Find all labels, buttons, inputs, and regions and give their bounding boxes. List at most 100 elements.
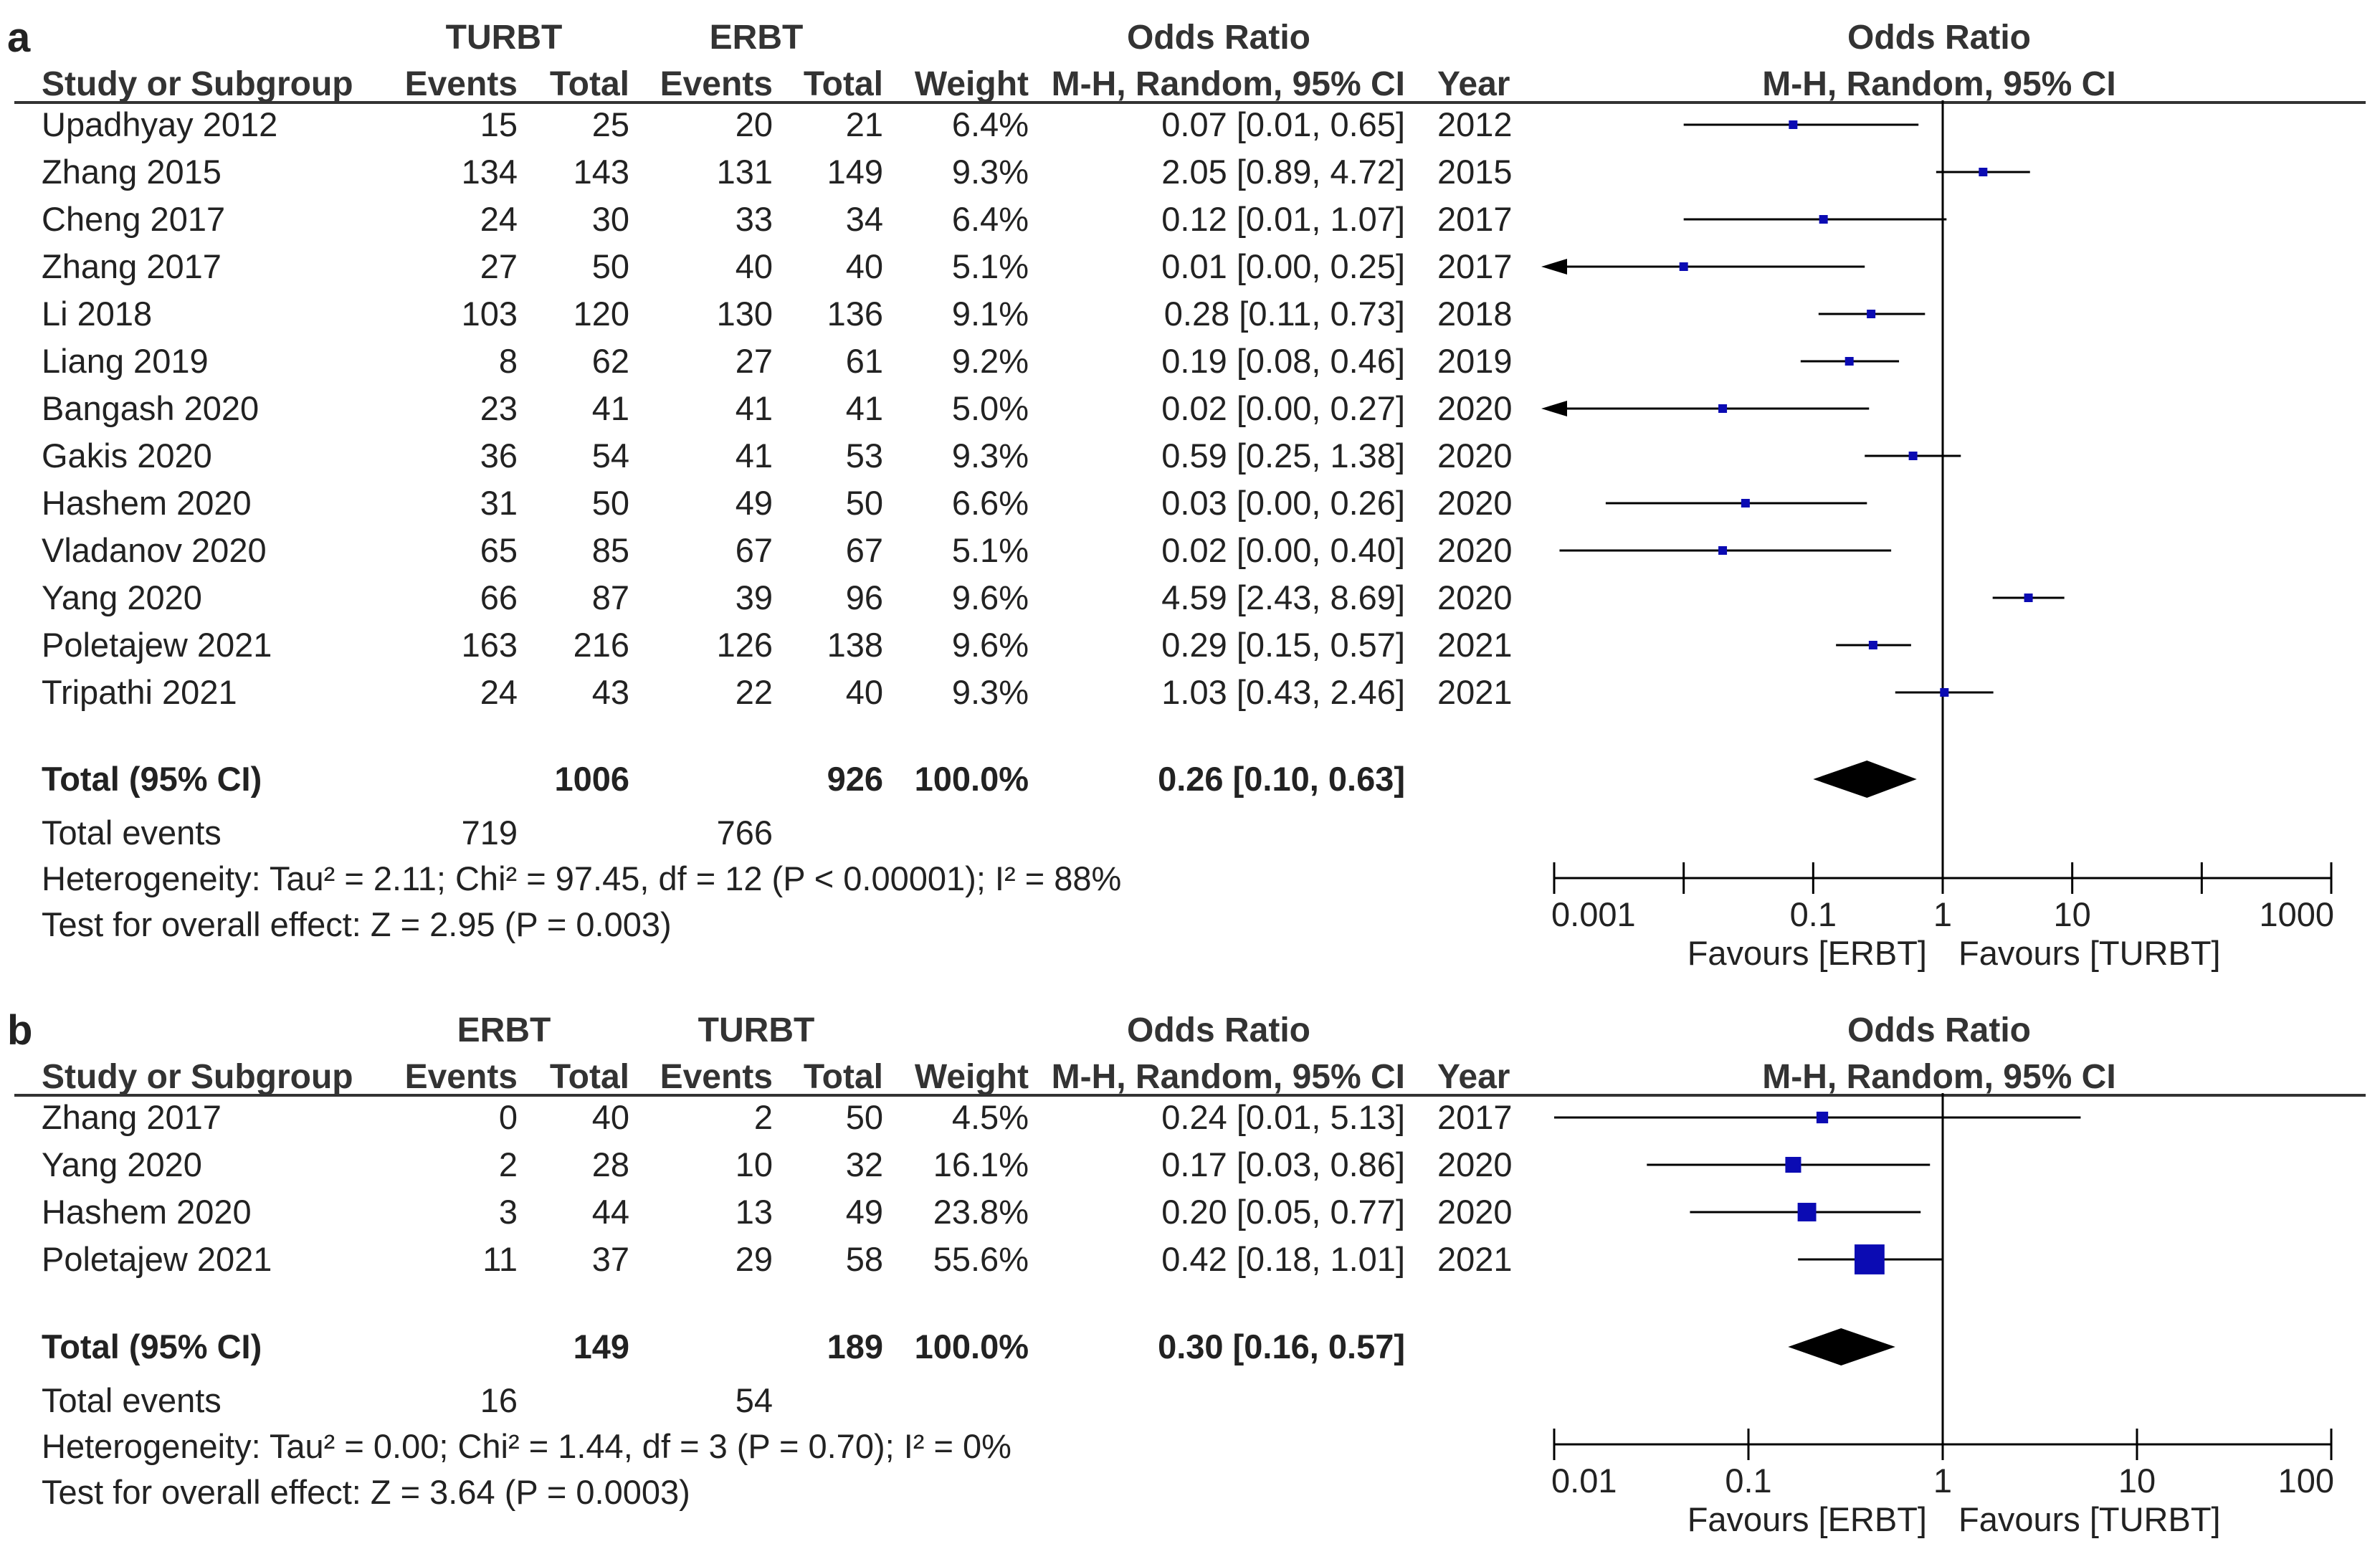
total-cell: 41 xyxy=(846,389,883,427)
column-header: Weight xyxy=(915,1058,1029,1096)
total-cell: 149 xyxy=(573,1328,629,1365)
ci-cell: 0.29 [0.15, 0.57] xyxy=(1161,626,1405,664)
group-header: ERBT xyxy=(710,19,804,57)
total-cell: 216 xyxy=(573,626,629,664)
total-cell: 136 xyxy=(827,295,883,333)
column-header: Weight xyxy=(915,65,1029,103)
study-name: Poletajew 2021 xyxy=(42,1240,272,1278)
study-name: Zhang 2017 xyxy=(42,247,222,285)
weight-cell: 9.1% xyxy=(952,295,1029,333)
study-marker xyxy=(1789,120,1798,129)
panel-label: b xyxy=(7,1007,32,1054)
ci-arrow xyxy=(1541,401,1567,416)
study-name: Bangash 2020 xyxy=(42,389,259,427)
ci-cell: 0.20 [0.05, 0.77] xyxy=(1161,1193,1405,1231)
column-header: Events xyxy=(405,1058,518,1096)
total-cell: 30 xyxy=(592,200,629,238)
weight-cell: 9.6% xyxy=(952,578,1029,616)
events-cell: 33 xyxy=(736,200,773,238)
group-header: ERBT xyxy=(457,1011,551,1049)
weight-cell: 4.5% xyxy=(952,1098,1029,1136)
total-cell: 120 xyxy=(573,295,629,333)
events-cell: 13 xyxy=(736,1193,773,1231)
study-marker xyxy=(1679,262,1688,271)
total-cell: 58 xyxy=(846,1240,883,1278)
year-cell: 2018 xyxy=(1437,295,1513,333)
events-cell: 2 xyxy=(754,1098,773,1136)
year-cell: 2019 xyxy=(1437,342,1513,380)
total-weight: 100.0% xyxy=(915,1328,1029,1365)
column-header: Total xyxy=(804,65,883,103)
study-name: Hashem 2020 xyxy=(42,1193,252,1231)
total-ci: 0.26 [0.10, 0.63] xyxy=(1158,760,1405,798)
weight-cell: 5.1% xyxy=(952,247,1029,285)
weight-cell: 9.3% xyxy=(952,437,1029,475)
total-cell: 25 xyxy=(592,105,629,143)
column-header: M-H, Random, 95% CI xyxy=(1762,1058,2115,1096)
total-cell: 50 xyxy=(846,1098,883,1136)
year-cell: 2020 xyxy=(1437,437,1513,475)
total-cell: 54 xyxy=(592,437,629,475)
study-name: Cheng 2017 xyxy=(42,200,225,238)
favours-left-label: Favours [ERBT] xyxy=(1688,1500,1927,1538)
study-marker xyxy=(2024,594,2033,602)
study-name: Vladanov 2020 xyxy=(42,531,267,569)
events-cell: 10 xyxy=(736,1145,773,1183)
weight-cell: 23.8% xyxy=(933,1193,1029,1231)
total-cell: 61 xyxy=(846,342,883,380)
total-cell: 40 xyxy=(846,673,883,711)
total-cell: 21 xyxy=(846,105,883,143)
total-events-label: Total events xyxy=(42,1381,222,1419)
events-cell: 103 xyxy=(462,295,518,333)
ci-cell: 0.59 [0.25, 1.38] xyxy=(1161,437,1405,475)
study-name: Liang 2019 xyxy=(42,342,209,380)
total-ci: 0.30 [0.16, 0.57] xyxy=(1158,1328,1405,1365)
total-cell: 85 xyxy=(592,531,629,569)
events-cell: 24 xyxy=(480,200,518,238)
total-cell: 50 xyxy=(592,247,629,285)
heterogeneity-text: Heterogeneity: Tau² = 0.00; Chi² = 1.44,… xyxy=(42,1427,1012,1465)
total-cell: 40 xyxy=(846,247,883,285)
study-name: Gakis 2020 xyxy=(42,437,212,475)
weight-cell: 6.6% xyxy=(952,484,1029,522)
study-name: Poletajew 2021 xyxy=(42,626,272,664)
favours-right-label: Favours [TURBT] xyxy=(1958,934,2221,972)
events-cell: 41 xyxy=(736,389,773,427)
ci-cell: 2.05 [0.89, 4.72] xyxy=(1161,153,1405,191)
study-marker xyxy=(1718,546,1728,555)
plot-title: Odds Ratio xyxy=(1847,1011,2031,1049)
total-events-cell: 16 xyxy=(480,1381,518,1419)
study-marker xyxy=(1844,357,1854,366)
year-cell: 2017 xyxy=(1437,1098,1513,1136)
axis-tick-label: 0.001 xyxy=(1551,895,1636,933)
total-weight: 100.0% xyxy=(915,760,1029,798)
ci-cell: 0.24 [0.01, 5.13] xyxy=(1161,1098,1405,1136)
ci-cell: 0.17 [0.03, 0.86] xyxy=(1161,1145,1405,1183)
year-cell: 2020 xyxy=(1437,389,1513,427)
total-cell: 96 xyxy=(846,578,883,616)
ci-arrow xyxy=(1541,259,1567,275)
ci-cell: 0.03 [0.00, 0.26] xyxy=(1161,484,1405,522)
total-cell: 62 xyxy=(592,342,629,380)
study-name: Hashem 2020 xyxy=(42,484,252,522)
heterogeneity-text: Heterogeneity: Tau² = 2.11; Chi² = 97.45… xyxy=(42,859,1121,897)
total-cell: 43 xyxy=(592,673,629,711)
events-cell: 15 xyxy=(480,105,518,143)
total-cell: 926 xyxy=(827,760,883,798)
year-cell: 2017 xyxy=(1437,247,1513,285)
favours-left-label: Favours [ERBT] xyxy=(1688,934,1927,972)
total-cell: 37 xyxy=(592,1240,629,1278)
events-cell: 163 xyxy=(462,626,518,664)
total-cell: 49 xyxy=(846,1193,883,1231)
weight-cell: 6.4% xyxy=(952,200,1029,238)
events-cell: 29 xyxy=(736,1240,773,1278)
column-header: Total xyxy=(550,1058,629,1096)
total-label: Total (95% CI) xyxy=(42,760,262,798)
column-header: Events xyxy=(660,1058,773,1096)
events-cell: 27 xyxy=(480,247,518,285)
total-events-cell: 719 xyxy=(462,814,518,852)
events-cell: 67 xyxy=(736,531,773,569)
total-cell: 1006 xyxy=(554,760,629,798)
year-cell: 2020 xyxy=(1437,531,1513,569)
